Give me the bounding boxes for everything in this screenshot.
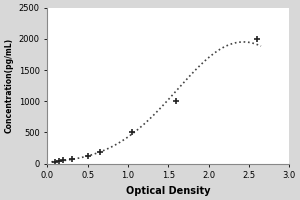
X-axis label: Optical Density: Optical Density	[126, 186, 211, 196]
Y-axis label: Concentration(pg/mL): Concentration(pg/mL)	[4, 38, 13, 133]
